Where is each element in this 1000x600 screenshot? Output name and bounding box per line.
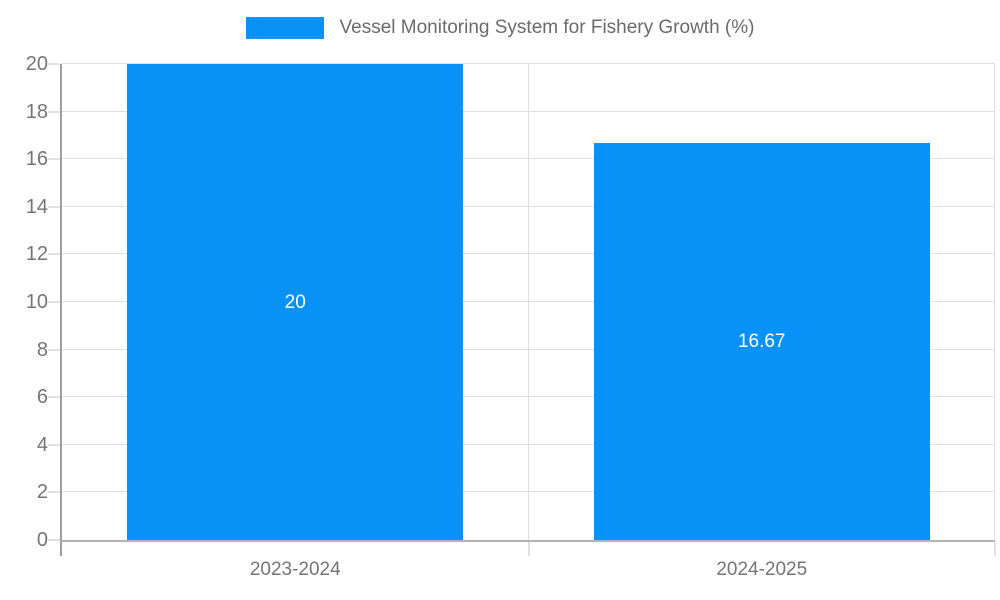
y-tick-label: 14 — [25, 195, 48, 218]
y-gridline — [62, 110, 995, 112]
legend-label: Vessel Monitoring System for Fishery Gro… — [339, 17, 755, 38]
y-gridline — [62, 158, 995, 160]
y-tick-label: 8 — [36, 338, 48, 361]
legend-swatch-icon — [245, 17, 324, 39]
chart-legend: Vessel Monitoring System for Fishery Gro… — [0, 17, 1000, 39]
y-gridline — [62, 491, 995, 493]
x-tick — [527, 542, 530, 556]
y-tick — [48, 443, 60, 446]
plot-area: 0 2 4 6 8 10 12 14 16 18 20 20 2023-2024 16.67 2024-20… — [26, 54, 996, 579]
y-tick — [48, 205, 60, 208]
bar-value-label: 20 — [284, 291, 306, 313]
y-tick-label: 4 — [36, 433, 48, 456]
bar-2024-2025[interactable]: 16.67 — [593, 143, 930, 540]
y-tick-label: 18 — [25, 100, 48, 123]
y-gridline — [62, 348, 995, 350]
y-tick — [48, 158, 60, 161]
x-gridline — [994, 64, 995, 540]
y-tick — [48, 301, 60, 303]
y-tick-label: 10 — [25, 291, 48, 313]
y-gridline — [62, 205, 995, 207]
x-tick — [60, 542, 62, 556]
y-gridline — [62, 396, 995, 398]
y-tick-label: 16 — [25, 148, 48, 171]
bar-value-label: 16.67 — [737, 331, 786, 353]
bar-2023-2024[interactable]: 20 — [127, 64, 464, 540]
x-tick-label: 2023-2024 — [249, 559, 341, 580]
y-tick — [48, 253, 60, 256]
y-tick-label: 6 — [36, 386, 48, 409]
y-tick — [48, 348, 60, 351]
y-gridline — [62, 301, 995, 302]
y-tick — [48, 539, 60, 541]
y-tick — [48, 491, 60, 494]
y-tick-label: 2 — [36, 481, 48, 504]
y-tick — [48, 110, 60, 113]
y-gridline — [62, 443, 995, 445]
x-tick — [994, 542, 996, 556]
y-tick-label: 0 — [36, 529, 48, 551]
y-tick — [48, 396, 60, 399]
y-gridline — [62, 63, 995, 64]
x-gridline — [527, 64, 529, 540]
legend-item[interactable]: Vessel Monitoring System for Fishery Gro… — [245, 17, 755, 39]
y-tick-label: 12 — [25, 243, 48, 266]
y-tick — [48, 63, 60, 65]
x-tick-label: 2024-2025 — [716, 559, 808, 580]
y-tick-label: 20 — [25, 53, 48, 75]
y-gridline — [62, 253, 995, 255]
